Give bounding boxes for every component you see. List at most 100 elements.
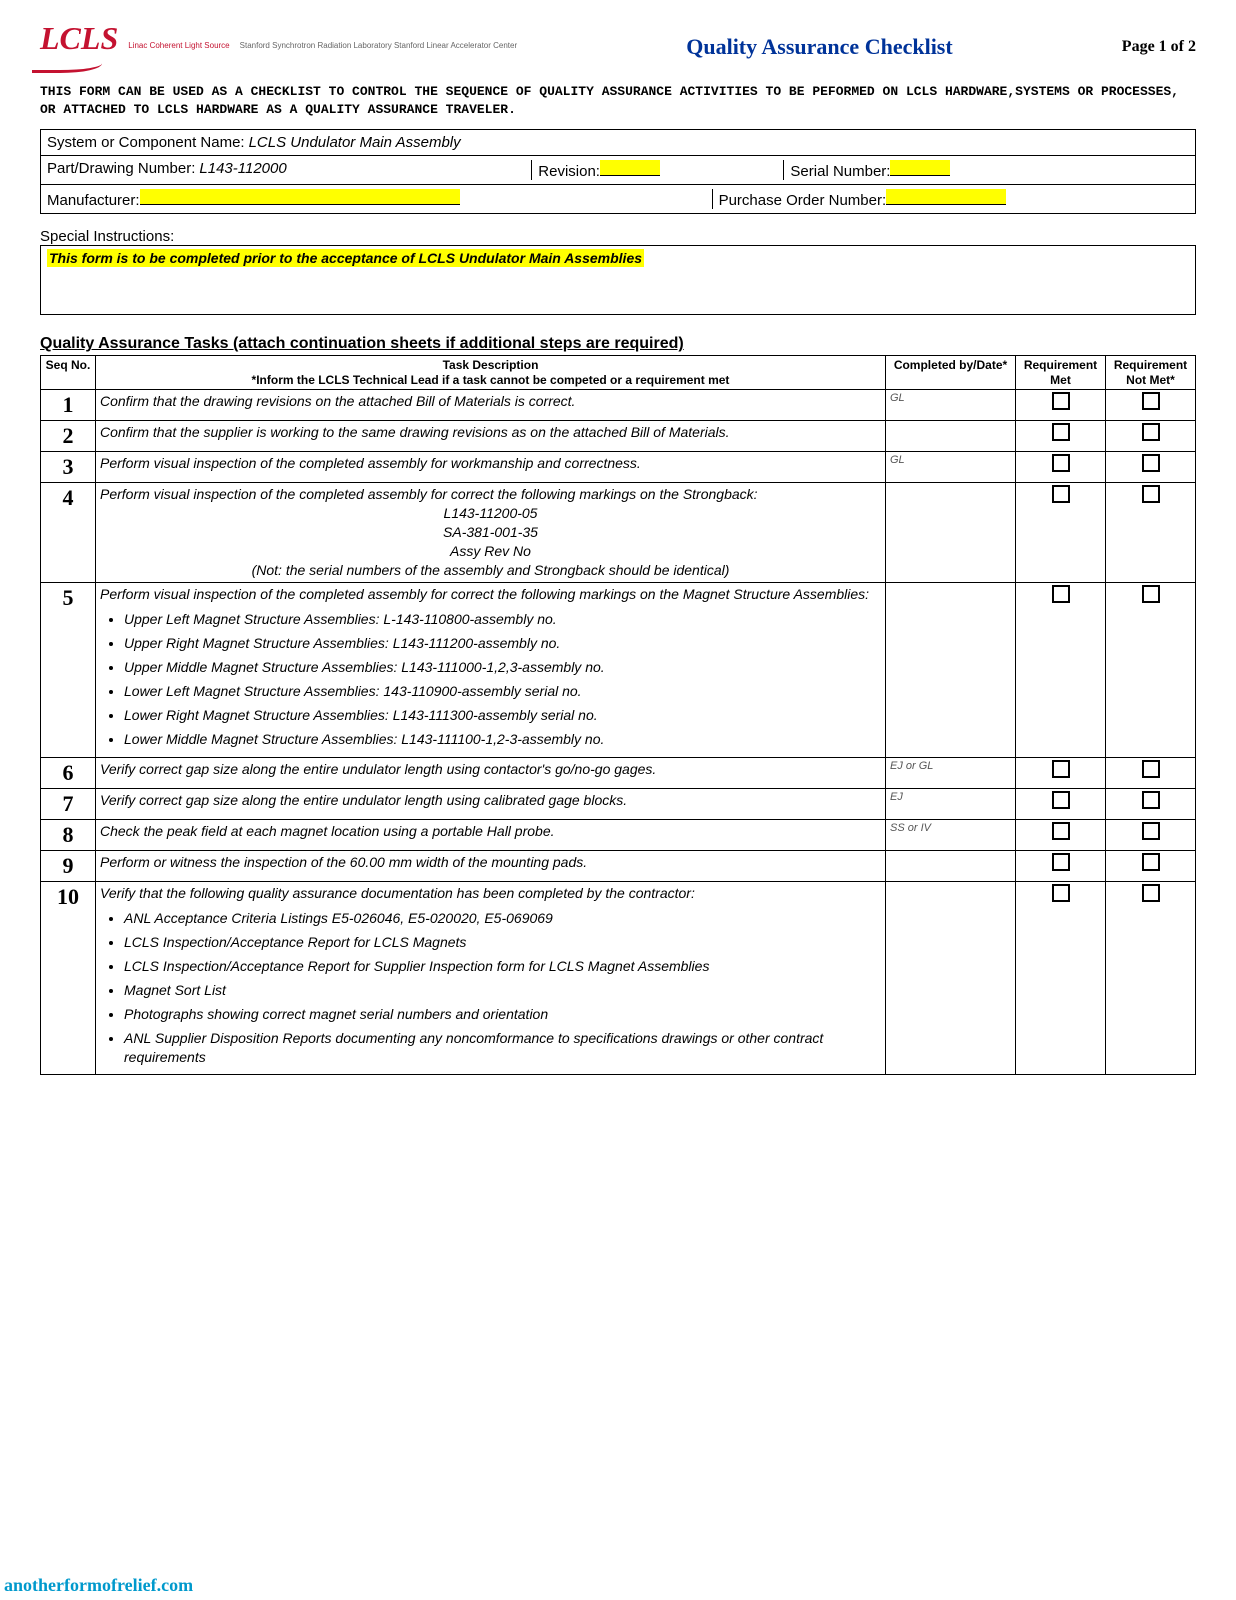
special-box: This form is to be completed prior to th… — [40, 245, 1196, 315]
serial-field[interactable] — [890, 160, 950, 176]
checkbox-met[interactable] — [1052, 423, 1070, 441]
po-label: Purchase Order Number: — [719, 192, 887, 209]
req-met-cell — [1016, 788, 1106, 819]
checkbox-met[interactable] — [1052, 853, 1070, 871]
checkbox-met[interactable] — [1052, 392, 1070, 410]
date-cell[interactable] — [886, 850, 1016, 881]
req-met-cell — [1016, 757, 1106, 788]
th-desc-main: Task Description — [100, 358, 881, 372]
checkbox-met[interactable] — [1052, 822, 1070, 840]
seq-cell: 10 — [41, 881, 96, 1074]
date-cell[interactable]: SS or IV — [886, 819, 1016, 850]
checkbox-notmet[interactable] — [1142, 485, 1160, 503]
desc-cell: Verify correct gap size along the entire… — [96, 788, 886, 819]
checkbox-notmet[interactable] — [1142, 884, 1160, 902]
checkbox-met[interactable] — [1052, 760, 1070, 778]
checkbox-met[interactable] — [1052, 485, 1070, 503]
req-notmet-cell — [1106, 452, 1196, 483]
req-notmet-cell — [1106, 390, 1196, 421]
desc-cell: Perform visual inspection of the complet… — [96, 483, 886, 582]
date-cell[interactable] — [886, 582, 1016, 757]
intro-text: THIS FORM CAN BE USED AS A CHECKLIST TO … — [40, 83, 1196, 119]
req-notmet-cell — [1106, 582, 1196, 757]
date-cell[interactable] — [886, 483, 1016, 582]
desc-cell: Perform visual inspection of the complet… — [96, 452, 886, 483]
req-notmet-cell — [1106, 757, 1196, 788]
checkbox-notmet[interactable] — [1142, 423, 1160, 441]
desc-cell: Confirm that the supplier is working to … — [96, 421, 886, 452]
req-met-cell — [1016, 421, 1106, 452]
date-cell[interactable]: GL — [886, 390, 1016, 421]
info-box: System or Component Name: LCLS Undulator… — [40, 129, 1196, 214]
logo-text: LCLS — [40, 20, 118, 56]
req-met-cell — [1016, 881, 1106, 1074]
special-label: Special Instructions: — [40, 228, 1196, 245]
revision-field[interactable] — [600, 160, 660, 176]
seq-cell: 9 — [41, 850, 96, 881]
seq-cell: 2 — [41, 421, 96, 452]
seq-cell: 1 — [41, 390, 96, 421]
date-cell[interactable]: EJ — [886, 788, 1016, 819]
table-row: 10Verify that the following quality assu… — [41, 881, 1196, 1074]
checkbox-notmet[interactable] — [1142, 791, 1160, 809]
part-label: Part/Drawing Number: — [47, 160, 195, 177]
th-desc: Task Description *Inform the LCLS Techni… — [96, 356, 886, 390]
checkbox-notmet[interactable] — [1142, 853, 1160, 871]
po-field[interactable] — [886, 189, 1006, 205]
seq-cell: 7 — [41, 788, 96, 819]
logo-lab: Stanford Synchrotron Radiation Laborator… — [240, 42, 518, 51]
date-cell[interactable]: EJ or GL — [886, 757, 1016, 788]
checkbox-met[interactable] — [1052, 791, 1070, 809]
table-row: 1Confirm that the drawing revisions on t… — [41, 390, 1196, 421]
th-desc-note: *Inform the LCLS Technical Lead if a tas… — [100, 373, 881, 387]
req-notmet-cell — [1106, 881, 1196, 1074]
th-date: Completed by/Date* — [886, 356, 1016, 390]
req-met-cell — [1016, 850, 1106, 881]
date-cell[interactable] — [886, 421, 1016, 452]
manufacturer-label: Manufacturer: — [47, 192, 140, 209]
desc-cell: Perform or witness the inspection of the… — [96, 850, 886, 881]
desc-cell: Perform visual inspection of the complet… — [96, 582, 886, 757]
checkbox-met[interactable] — [1052, 884, 1070, 902]
checkbox-met[interactable] — [1052, 585, 1070, 603]
req-met-cell — [1016, 452, 1106, 483]
system-label: System or Component Name: — [47, 134, 245, 151]
desc-cell: Check the peak field at each magnet loca… — [96, 819, 886, 850]
date-cell[interactable]: GL — [886, 452, 1016, 483]
table-row: 5Perform visual inspection of the comple… — [41, 582, 1196, 757]
checkbox-notmet[interactable] — [1142, 392, 1160, 410]
part-value: L143-112000 — [199, 160, 286, 177]
watermark: anotherformofrelief.com — [4, 1575, 193, 1596]
logo-block: LCLS Linac Coherent Light Source Stanfor… — [40, 20, 517, 73]
checkbox-met[interactable] — [1052, 454, 1070, 472]
desc-cell: Verify that the following quality assura… — [96, 881, 886, 1074]
desc-cell: Verify correct gap size along the entire… — [96, 757, 886, 788]
table-row: 9Perform or witness the inspection of th… — [41, 850, 1196, 881]
req-notmet-cell — [1106, 850, 1196, 881]
special-text: This form is to be completed prior to th… — [47, 249, 644, 267]
table-row: 3Perform visual inspection of the comple… — [41, 452, 1196, 483]
page-header: LCLS Linac Coherent Light Source Stanfor… — [40, 20, 1196, 73]
th-met: Requirement Met — [1016, 356, 1106, 390]
table-row: 4Perform visual inspection of the comple… — [41, 483, 1196, 582]
date-cell[interactable] — [886, 881, 1016, 1074]
seq-cell: 8 — [41, 819, 96, 850]
serial-label: Serial Number: — [790, 163, 890, 180]
seq-cell: 6 — [41, 757, 96, 788]
table-row: 6Verify correct gap size along the entir… — [41, 757, 1196, 788]
req-met-cell — [1016, 483, 1106, 582]
req-met-cell — [1016, 390, 1106, 421]
desc-cell: Confirm that the drawing revisions on th… — [96, 390, 886, 421]
seq-cell: 4 — [41, 483, 96, 582]
checkbox-notmet[interactable] — [1142, 760, 1160, 778]
seq-cell: 5 — [41, 582, 96, 757]
document-title: Quality Assurance Checklist — [686, 34, 952, 60]
seq-cell: 3 — [41, 452, 96, 483]
checkbox-notmet[interactable] — [1142, 822, 1160, 840]
checkbox-notmet[interactable] — [1142, 454, 1160, 472]
req-notmet-cell — [1106, 483, 1196, 582]
manufacturer-field[interactable] — [140, 189, 460, 205]
req-notmet-cell — [1106, 819, 1196, 850]
th-notmet: Requirement Not Met* — [1106, 356, 1196, 390]
checkbox-notmet[interactable] — [1142, 585, 1160, 603]
